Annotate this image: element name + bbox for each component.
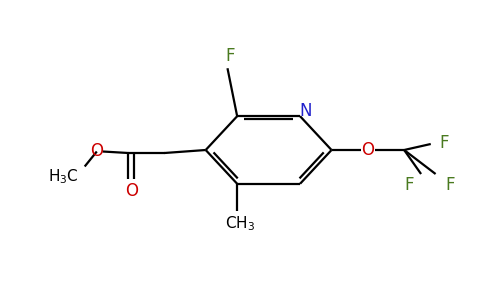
Text: F: F — [404, 176, 414, 194]
Text: H$_3$C: H$_3$C — [47, 168, 78, 186]
Text: F: F — [439, 134, 449, 152]
Text: O: O — [362, 141, 374, 159]
Text: CH$_3$: CH$_3$ — [225, 214, 255, 233]
Text: O: O — [125, 182, 137, 200]
Text: N: N — [299, 101, 312, 119]
Text: O: O — [91, 142, 103, 160]
Text: F: F — [445, 176, 455, 194]
Text: F: F — [225, 47, 235, 65]
